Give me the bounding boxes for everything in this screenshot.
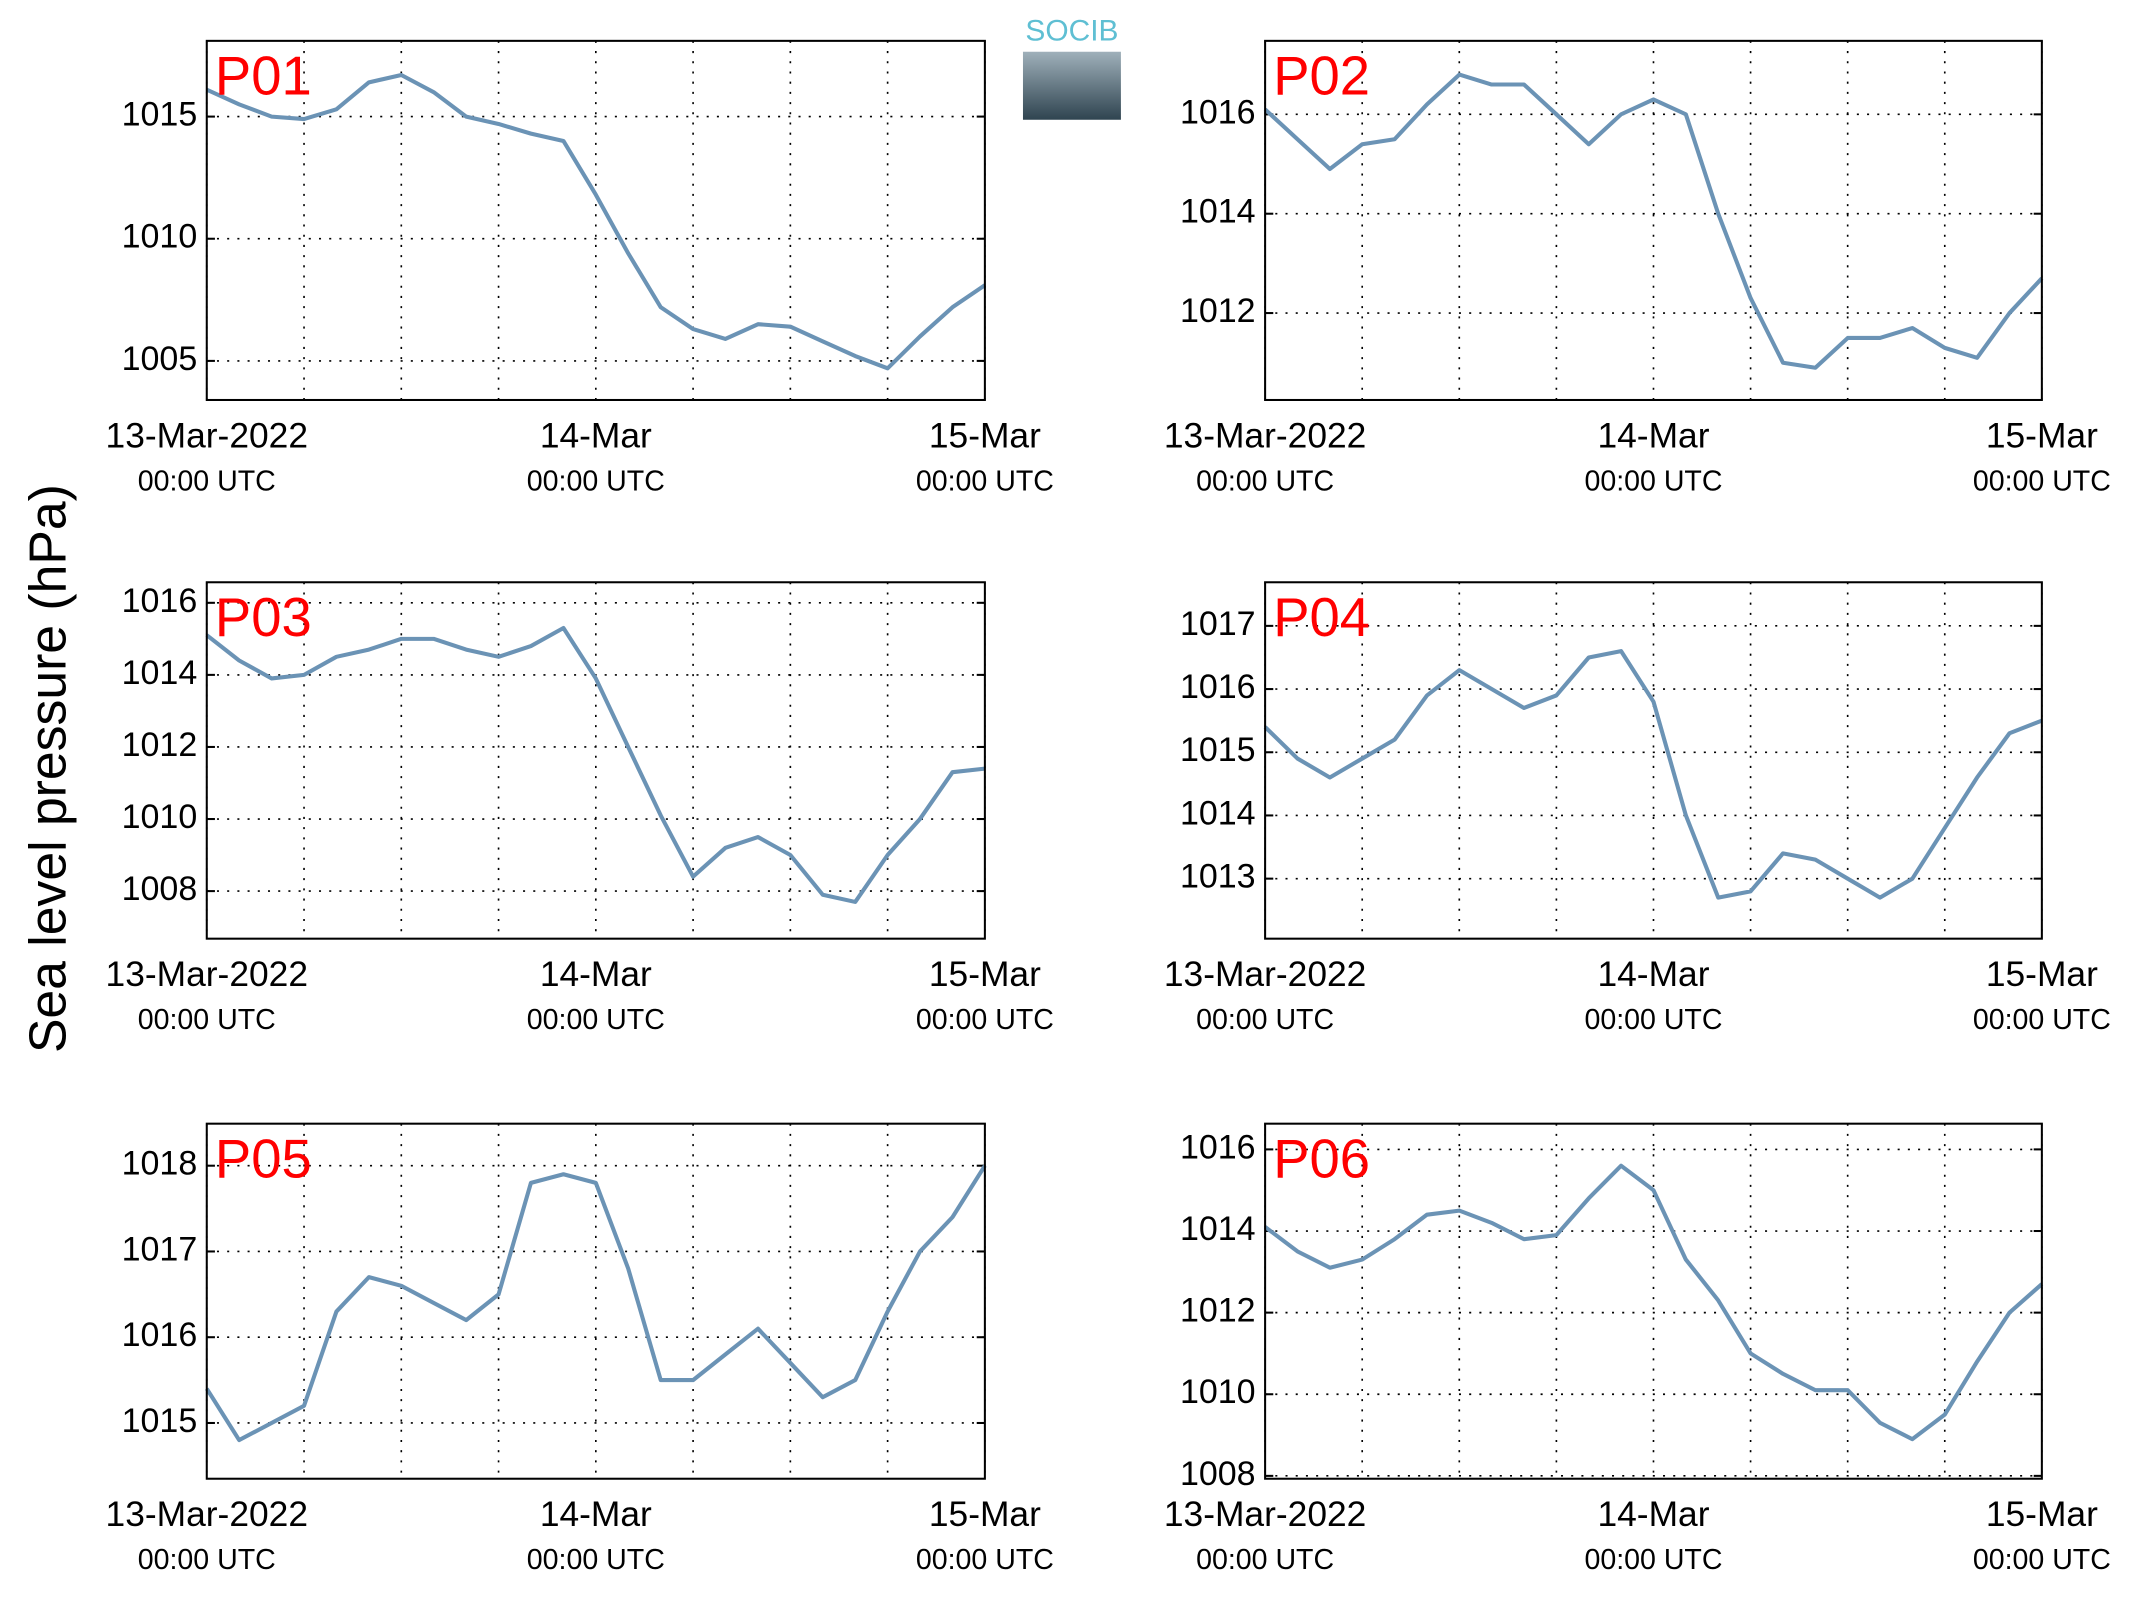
- y-tick-label: 1010: [1180, 1373, 1256, 1411]
- x-tick-label: 15-Mar: [929, 1495, 1041, 1534]
- x-tick-sublabel: 00:00 UTC: [1584, 1004, 1722, 1036]
- x-tick-sublabel: 00:00 UTC: [916, 1004, 1054, 1036]
- y-tick-label: 1005: [122, 340, 198, 378]
- x-tick-label: 15-Mar: [929, 416, 1041, 455]
- x-tick-sublabel: 00:00 UTC: [1196, 466, 1334, 498]
- logo-text: SOCIB: [1025, 15, 1118, 48]
- x-tick-label: 13-Mar-2022: [1164, 1495, 1366, 1534]
- y-tick-label: 1014: [122, 654, 198, 692]
- y-tick-label: 1016: [1180, 1128, 1256, 1166]
- y-tick-label: 1014: [1180, 794, 1256, 832]
- y-tick-label: 1010: [122, 798, 198, 836]
- x-tick-sublabel: 00:00 UTC: [916, 1544, 1054, 1576]
- panel-label: P05: [215, 1129, 312, 1190]
- y-tick-label: 1010: [122, 218, 198, 256]
- x-tick-sublabel: 00:00 UTC: [1196, 1544, 1334, 1576]
- y-tick-label: 1014: [1180, 193, 1256, 231]
- x-tick-sublabel: 00:00 UTC: [1973, 1004, 2111, 1036]
- plot-frame: [205, 581, 986, 940]
- x-tick-sublabel: 00:00 UTC: [527, 1544, 665, 1576]
- data-line: [205, 625, 986, 904]
- y-tick-label: 1014: [1180, 1210, 1256, 1248]
- y-tick-label: 1017: [122, 1230, 198, 1268]
- x-tick-label: 14-Mar: [540, 955, 652, 994]
- x-tick-sublabel: 00:00 UTC: [916, 466, 1054, 498]
- panel-label: P02: [1273, 46, 1370, 107]
- x-tick-label: 15-Mar: [1986, 416, 2098, 455]
- x-tick-label: 13-Mar-2022: [1164, 955, 1366, 994]
- x-tick-sublabel: 00:00 UTC: [1584, 1544, 1722, 1576]
- y-tick-label: 1015: [122, 1402, 198, 1440]
- y-tick-label: 1008: [1180, 1455, 1256, 1493]
- panel-label: P04: [1273, 587, 1370, 648]
- y-tick-label: 1016: [1180, 93, 1256, 131]
- plot-frame: [1264, 1122, 2043, 1480]
- plot-frame: [205, 1122, 986, 1480]
- x-tick-sublabel: 00:00 UTC: [527, 1004, 665, 1036]
- data-line: [205, 1164, 987, 1443]
- y-axis-label: Sea level pressure (hPa): [18, 484, 76, 1053]
- panel-label: P01: [215, 46, 312, 107]
- x-tick-label: 14-Mar: [1597, 416, 1709, 455]
- data-line: [1263, 72, 2044, 370]
- data-line: [1263, 649, 2043, 900]
- y-tick-label: 1013: [1180, 858, 1256, 896]
- x-tick-label: 14-Mar: [1597, 955, 1709, 994]
- y-tick-label: 1016: [122, 1316, 198, 1354]
- y-tick-label: 1012: [1180, 292, 1256, 330]
- x-tick-sublabel: 00:00 UTC: [1196, 1004, 1334, 1036]
- plot-frame: [1264, 39, 2043, 402]
- x-tick-label: 13-Mar-2022: [1164, 416, 1366, 455]
- x-tick-label: 15-Mar: [1986, 1495, 2098, 1534]
- x-tick-label: 13-Mar-2022: [106, 1495, 308, 1534]
- y-tick-label: 1016: [122, 582, 198, 620]
- panel-label: P03: [215, 587, 312, 648]
- x-tick-sublabel: 00:00 UTC: [1973, 466, 2111, 498]
- x-tick-sublabel: 00:00 UTC: [138, 1004, 276, 1036]
- x-tick-sublabel: 00:00 UTC: [138, 466, 276, 498]
- data-line: [1263, 1163, 2044, 1442]
- logo-box: [1022, 51, 1121, 120]
- y-tick-label: 1016: [1180, 668, 1256, 706]
- x-tick-label: 14-Mar: [1597, 1495, 1709, 1534]
- y-tick-label: 1017: [1180, 605, 1256, 643]
- x-tick-sublabel: 00:00 UTC: [527, 466, 665, 498]
- plot-frame: [1264, 581, 2043, 940]
- x-tick-label: 15-Mar: [1986, 955, 2098, 994]
- x-tick-sublabel: 00:00 UTC: [1973, 1544, 2111, 1576]
- x-tick-label: 14-Mar: [540, 416, 652, 455]
- y-tick-label: 1015: [1180, 731, 1256, 769]
- y-tick-label: 1015: [122, 96, 198, 134]
- x-tick-sublabel: 00:00 UTC: [1584, 466, 1722, 498]
- y-tick-label: 1018: [122, 1145, 198, 1183]
- plot-frame: [205, 39, 986, 402]
- x-tick-label: 13-Mar-2022: [106, 416, 308, 455]
- x-tick-label: 14-Mar: [540, 1495, 652, 1534]
- y-tick-label: 1012: [122, 726, 198, 764]
- data-line: [205, 72, 987, 371]
- x-tick-sublabel: 00:00 UTC: [138, 1544, 276, 1576]
- y-tick-label: 1008: [122, 870, 198, 908]
- x-tick-label: 15-Mar: [929, 955, 1041, 994]
- panel-label: P06: [1273, 1129, 1370, 1190]
- y-tick-label: 1012: [1180, 1292, 1256, 1330]
- x-tick-label: 13-Mar-2022: [106, 955, 308, 994]
